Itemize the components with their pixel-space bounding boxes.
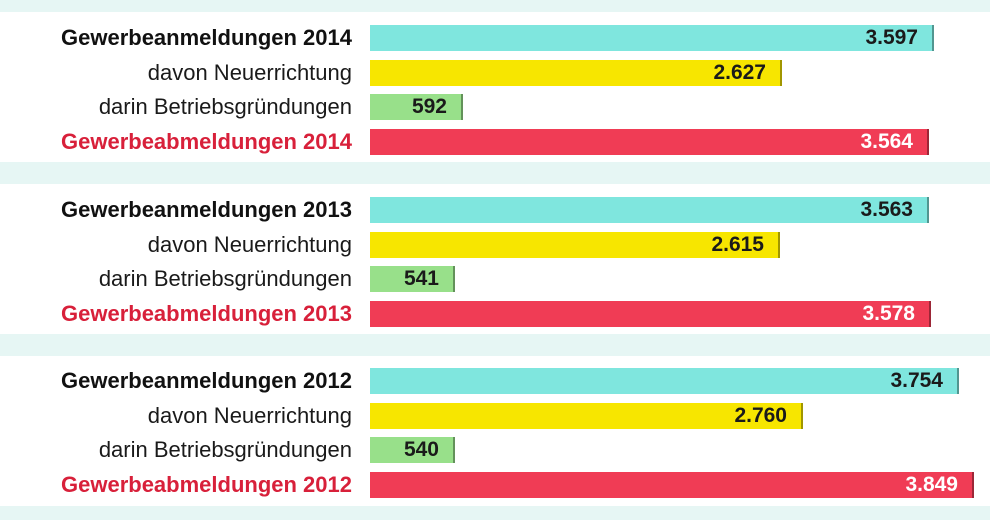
bar-value-label: 541 xyxy=(403,267,439,290)
row-label: Gewerbeabmeldungen 2012 xyxy=(61,471,352,497)
bar-abmeldung: 3.564 xyxy=(370,128,929,155)
bar-neuerrichtung: 2.760 xyxy=(370,402,803,429)
chart-row-neuerrichtung: davon Neuerrichtung 2.760 xyxy=(0,401,990,431)
bar-value-label: 2.615 xyxy=(711,232,764,256)
row-label: Gewerbeanmeldungen 2012 xyxy=(61,368,352,393)
row-label: davon Neuerrichtung xyxy=(147,402,352,428)
chart-row-anmeldung: Gewerbeanmeldungen 2013 3.563 xyxy=(0,195,990,225)
row-label: Gewerbeabmeldungen 2014 xyxy=(61,128,352,154)
chart-row-betriebsgruendung: darin Betriebsgründungen 541 xyxy=(0,264,990,294)
bar-value-label: 2.627 xyxy=(713,60,766,84)
chart-row-betriebsgruendung: darin Betriebsgründungen 540 xyxy=(0,435,990,465)
bar-value-label: 3.597 xyxy=(865,26,918,49)
row-label: Gewerbeanmeldungen 2014 xyxy=(61,25,352,50)
bar-value-label: 592 xyxy=(411,95,447,118)
row-label: Gewerbeabmeldungen 2013 xyxy=(61,300,352,326)
bar-anmeldung: 3.597 xyxy=(370,25,934,51)
bar-value-label: 3.578 xyxy=(862,301,915,325)
group-separator-stripe xyxy=(0,506,990,520)
row-label: davon Neuerrichtung xyxy=(147,231,352,257)
bar-value-label: 540 xyxy=(403,438,439,461)
bar-value-label: 3.754 xyxy=(890,369,943,392)
bar-value-label: 2.760 xyxy=(734,403,787,427)
chart-row-abmeldung: Gewerbeabmeldungen 2014 3.564 xyxy=(0,127,990,157)
bar-abmeldung: 3.578 xyxy=(370,300,931,327)
row-label: darin Betriebsgründungen xyxy=(98,266,352,291)
chart-row-betriebsgruendung: darin Betriebsgründungen 592 xyxy=(0,92,990,122)
chart-row-neuerrichtung: davon Neuerrichtung 2.615 xyxy=(0,230,990,260)
row-label: darin Betriebsgründungen xyxy=(98,94,352,119)
chart-row-anmeldung: Gewerbeanmeldungen 2012 3.754 xyxy=(0,366,990,396)
chart-row-abmeldung: Gewerbeabmeldungen 2013 3.578 xyxy=(0,299,990,329)
bar-betriebsgruendung: 540 xyxy=(370,437,455,463)
bar-neuerrichtung: 2.615 xyxy=(370,231,780,258)
row-label: davon Neuerrichtung xyxy=(147,59,352,85)
group-separator-stripe xyxy=(0,0,990,12)
bar-value-label: 3.563 xyxy=(860,198,913,221)
bar-anmeldung: 3.754 xyxy=(370,368,959,394)
bar-abmeldung: 3.849 xyxy=(370,471,974,498)
bar-betriebsgruendung: 541 xyxy=(370,266,455,292)
bar-value-label: 3.849 xyxy=(905,472,958,496)
bar-betriebsgruendung: 592 xyxy=(370,94,463,120)
row-label: darin Betriebsgründungen xyxy=(98,437,352,462)
bar-neuerrichtung: 2.627 xyxy=(370,59,782,86)
bar-anmeldung: 3.563 xyxy=(370,197,929,223)
group-separator-stripe xyxy=(0,334,990,356)
chart-row-neuerrichtung: davon Neuerrichtung 2.627 xyxy=(0,58,990,88)
group-separator-stripe xyxy=(0,162,990,184)
bar-value-label: 3.564 xyxy=(860,129,913,153)
row-label: Gewerbeanmeldungen 2013 xyxy=(61,197,352,222)
chart-row-abmeldung: Gewerbeabmeldungen 2012 3.849 xyxy=(0,470,990,500)
chart-row-anmeldung: Gewerbeanmeldungen 2014 3.597 xyxy=(0,23,990,53)
